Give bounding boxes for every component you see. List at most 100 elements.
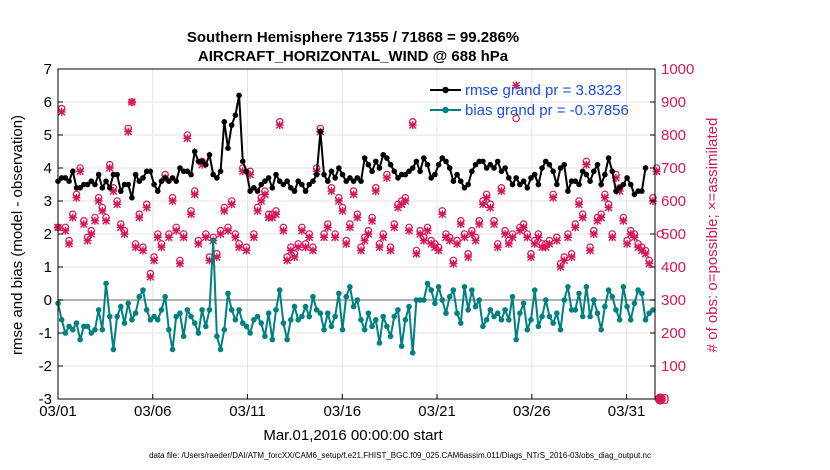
obs-assimilated-point <box>260 190 269 199</box>
y-tick-label-right: 500 <box>661 226 686 243</box>
rmse-point <box>77 185 83 191</box>
bias-point <box>639 290 645 297</box>
bias-point <box>631 300 638 307</box>
bias-point <box>140 287 146 293</box>
bias-point <box>295 317 301 323</box>
rmse-point <box>62 175 69 181</box>
y-tick-label-right: 300 <box>661 292 686 309</box>
rmse-point <box>265 175 272 181</box>
obs-assimilated-point <box>283 256 292 265</box>
obs-assimilated-point <box>530 239 539 248</box>
bias-point <box>166 326 172 333</box>
tick-layer: -3 -2 -1 0 1 2 3 4 5 6 7 0 100 200 300 400 500 600 700 800 9… <box>39 61 695 420</box>
bias-point <box>239 320 246 326</box>
obs-assimilated-point <box>368 216 377 225</box>
rmse-point <box>106 185 113 191</box>
rmse-point <box>324 178 331 184</box>
bias-point <box>550 320 556 326</box>
obs-assimilated-point <box>460 233 469 242</box>
rmse-point <box>354 175 361 181</box>
rmse-point <box>461 185 468 191</box>
obs-assimilated-point <box>486 203 495 212</box>
rmse-point <box>528 175 534 181</box>
rmse-point <box>184 168 191 175</box>
y-tick-label-left: 1 <box>44 259 52 276</box>
legend: rmse grand pr = 3.8323 bias grand pr = -… <box>430 82 629 119</box>
rmse-point <box>247 188 253 194</box>
rmse-point <box>391 168 398 175</box>
obs-assimilated-point <box>294 243 303 252</box>
bias-point <box>58 317 65 323</box>
bias-point <box>214 333 220 340</box>
legend-bias-marker <box>442 106 449 114</box>
rmse-point <box>140 175 146 181</box>
rmse-point <box>506 175 512 181</box>
bias-point <box>384 323 390 330</box>
bias-point <box>421 297 427 303</box>
bias-point <box>613 307 619 313</box>
obs-assimilated-point <box>393 203 402 212</box>
obs-assimilated-point <box>623 239 632 248</box>
bias-point <box>369 323 375 330</box>
obs-assimilated-point <box>138 246 147 255</box>
obs-assimilated-point <box>482 193 491 202</box>
bias-point <box>450 287 457 293</box>
rmse-point <box>343 178 350 184</box>
rmse-point <box>384 155 390 161</box>
obs-possible-point <box>656 230 665 238</box>
obs-assimilated-point <box>124 127 133 136</box>
legend-rmse-text: rmse grand pr = 3.8323 <box>465 82 621 99</box>
bias-point <box>546 313 553 320</box>
bias-point <box>398 343 405 350</box>
rmse-point <box>158 178 165 184</box>
rmse-point <box>509 181 516 188</box>
bias-point <box>409 350 416 356</box>
obs-assimilated-point <box>360 236 369 245</box>
y-tick-label-right: 0 <box>661 391 669 408</box>
obs-assimilated-point <box>201 233 210 242</box>
obs-assimilated-point <box>464 253 473 262</box>
bias-point <box>627 317 634 323</box>
bias-point <box>531 287 538 293</box>
obs-assimilated-point <box>453 239 462 248</box>
obs-assimilated-point <box>467 230 476 238</box>
bias-point <box>542 297 549 303</box>
bias-point <box>406 303 412 310</box>
obs-assimilated-point <box>297 226 306 235</box>
obs-assimilated-point <box>175 259 184 268</box>
bias-point <box>572 307 579 313</box>
bias-point <box>88 330 95 336</box>
obs-assimilated-point <box>205 256 214 265</box>
bias-point <box>583 284 590 290</box>
bias-point <box>432 300 438 307</box>
bias-point <box>650 307 656 313</box>
rmse-point <box>361 155 368 161</box>
bias-point <box>228 307 235 313</box>
obs-assimilated-point <box>194 239 203 248</box>
rmse-point <box>251 185 257 191</box>
bias-point <box>132 310 139 317</box>
bias-point <box>284 336 290 343</box>
bias-point <box>129 317 135 323</box>
rmse-point <box>550 168 556 175</box>
rmse-point <box>535 181 542 188</box>
rmse-point <box>642 165 649 171</box>
rmse-point <box>199 158 205 165</box>
obs-assimilated-point <box>626 230 635 238</box>
bias-point <box>247 330 253 336</box>
chart-title-line2: AIRCRAFT_HORIZONTAL_WIND @ 688 hPa <box>198 48 509 65</box>
obs-assimilated-point <box>523 233 532 242</box>
rmse-point <box>310 178 316 184</box>
rmse-point <box>432 171 438 178</box>
obs-assimilated-point <box>534 233 543 242</box>
obs-assimilated-point <box>323 223 332 232</box>
obs-assimilated-point <box>268 213 277 222</box>
rmse-point <box>306 181 313 188</box>
bias-point <box>616 317 623 323</box>
y-tick-label-left: -2 <box>39 358 52 375</box>
rmse-point <box>616 185 623 191</box>
bias-point <box>225 290 231 297</box>
obs-assimilated-point <box>127 98 136 106</box>
obs-assimilated-point <box>611 173 620 182</box>
rmse-point <box>350 178 357 184</box>
